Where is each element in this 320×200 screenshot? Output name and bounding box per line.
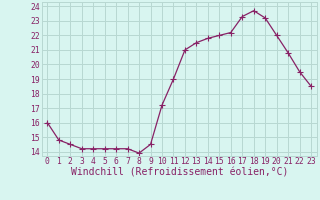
X-axis label: Windchill (Refroidissement éolien,°C): Windchill (Refroidissement éolien,°C) bbox=[70, 168, 288, 178]
